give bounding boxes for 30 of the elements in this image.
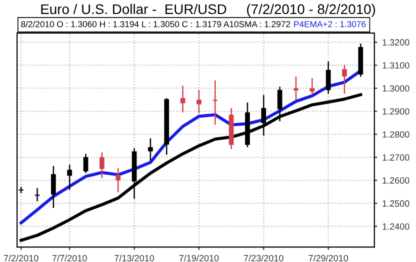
candlestick [180, 85, 186, 114]
x-tick-label: 7/7/2010 [52, 254, 87, 262]
x-tick-label: 7/29/2010 [308, 254, 348, 262]
x-tick-label: 7/2/2010 [4, 254, 38, 262]
y-tick-label: 1.3100 [382, 62, 410, 69]
y-tick-label: 1.2400 [382, 223, 410, 230]
candlestick [51, 165, 56, 209]
candlestick [67, 164, 72, 190]
x-tick-label: 7/23/2010 [244, 254, 284, 262]
text: 8/2/2010 O : 1.3060 H : 1.3194 L : 1.3050 C : 1.3179 A10SMA : 1.2972 [21, 20, 290, 28]
y-tick-label: 1.2900 [382, 108, 410, 115]
y-tick-label: 1.2500 [382, 200, 410, 207]
candlestick [148, 138, 153, 162]
y-tick-label: 1.3200 [382, 39, 410, 46]
candlestick [310, 78, 315, 96]
candlestick [326, 60, 331, 94]
y-tick-label: 1.2800 [382, 131, 410, 138]
candlestick [342, 64, 347, 94]
candlestick [83, 153, 88, 174]
y-tick-label: 1.2600 [382, 177, 410, 184]
y-tick-label: 1.3000 [382, 85, 410, 92]
chart-title: Euro / U.S. Dollar - EUR/USD (7/2/2010 - 8/2/2010) [41, 4, 376, 17]
candlestick [100, 152, 104, 179]
text: P4EMA+2 : 1.3076 [294, 21, 366, 28]
y-tick-label: 1.2700 [382, 154, 410, 161]
candlestick [196, 89, 202, 114]
candlestick [116, 167, 121, 193]
x-tick-label: 7/19/2010 [179, 254, 219, 262]
candlestick [212, 80, 218, 126]
x-tick-label: 7/13/2010 [114, 254, 154, 262]
